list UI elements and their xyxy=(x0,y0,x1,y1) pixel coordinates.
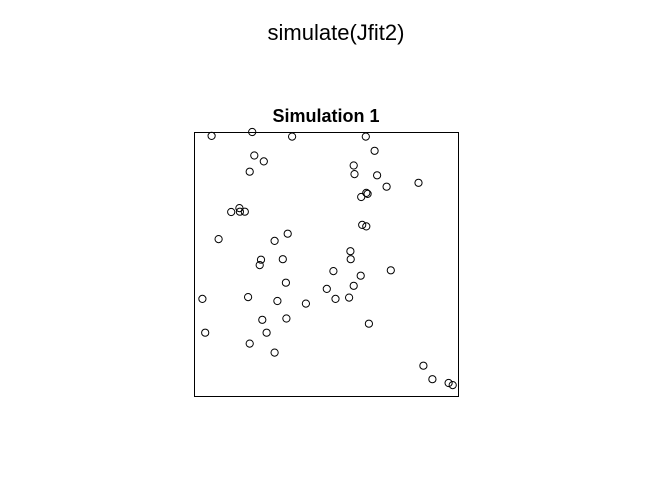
data-point xyxy=(386,266,395,275)
data-point xyxy=(364,319,373,328)
data-point xyxy=(329,267,338,276)
data-point xyxy=(270,236,279,245)
data-point xyxy=(363,189,372,198)
data-point xyxy=(282,314,291,323)
data-point xyxy=(259,157,268,166)
data-point xyxy=(258,315,267,324)
data-point xyxy=(362,188,371,197)
data-point xyxy=(235,207,244,216)
data-point xyxy=(283,229,292,238)
point-layer xyxy=(198,127,457,390)
data-point xyxy=(362,222,371,231)
data-point xyxy=(331,294,340,303)
data-point xyxy=(278,255,287,264)
data-point xyxy=(273,296,282,306)
data-point xyxy=(288,132,297,141)
data-point xyxy=(428,375,437,384)
data-point xyxy=(357,192,366,202)
data-point xyxy=(414,178,423,187)
data-point xyxy=(281,278,290,287)
data-point xyxy=(245,339,254,348)
data-point xyxy=(244,293,253,302)
data-point xyxy=(262,328,271,337)
data-point xyxy=(235,204,244,213)
data-point xyxy=(345,293,354,302)
data-point xyxy=(361,132,370,141)
data-point xyxy=(350,170,359,179)
data-point xyxy=(198,294,207,303)
data-point xyxy=(346,255,355,264)
data-point xyxy=(301,299,310,308)
data-point xyxy=(370,146,379,155)
data-point xyxy=(356,271,365,280)
data-point xyxy=(349,161,358,170)
data-point xyxy=(349,281,358,290)
data-point xyxy=(270,348,279,357)
data-point xyxy=(419,361,428,370)
data-point xyxy=(444,378,453,388)
data-point xyxy=(201,328,210,337)
plot-frame xyxy=(194,132,459,397)
data-point xyxy=(248,127,257,137)
figure-title: simulate(Jfit2) xyxy=(268,20,405,45)
data-point xyxy=(322,284,331,293)
data-point xyxy=(373,171,382,180)
data-point xyxy=(250,151,259,160)
data-point xyxy=(448,381,457,390)
data-point xyxy=(346,247,355,256)
data-point xyxy=(227,207,236,217)
panel-title: Simulation 1 xyxy=(272,106,379,126)
data-point xyxy=(358,220,367,229)
data-point xyxy=(382,182,391,191)
data-point xyxy=(207,131,216,140)
data-point xyxy=(245,167,254,176)
data-point xyxy=(256,255,266,264)
data-point xyxy=(255,261,264,270)
data-point xyxy=(214,235,223,244)
